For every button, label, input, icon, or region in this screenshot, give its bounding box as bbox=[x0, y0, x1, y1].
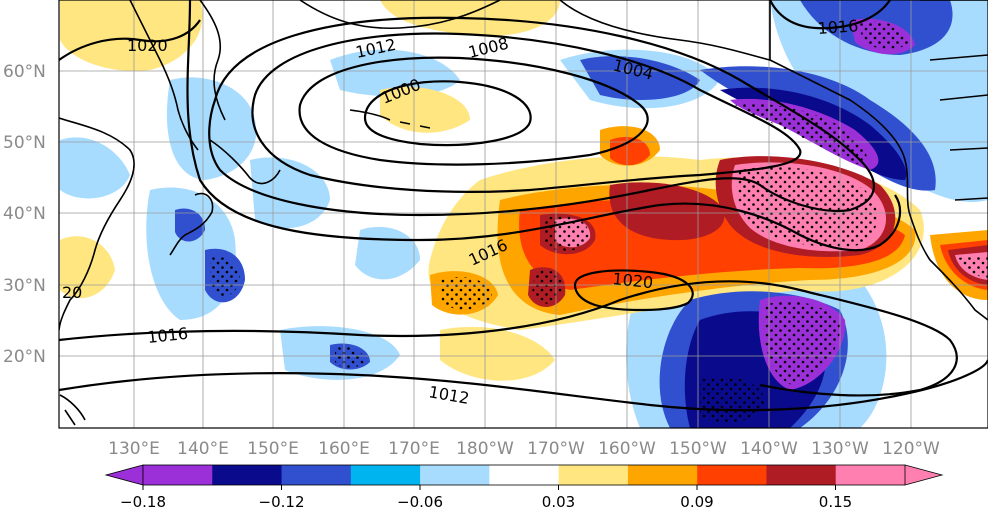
colorbar-extend-min bbox=[104, 464, 144, 486]
colorbar-tick-label: −0.06 bbox=[397, 493, 443, 511]
lat-label: 40°N bbox=[3, 204, 46, 224]
lon-label: 170°W bbox=[527, 439, 585, 459]
colorbar-segment bbox=[558, 465, 629, 485]
lon-label: 130°W bbox=[811, 439, 869, 459]
significance-stippling bbox=[210, 20, 988, 423]
lat-label: 50°N bbox=[3, 133, 46, 153]
map-frame bbox=[58, 0, 988, 429]
lon-label: 180°W bbox=[456, 439, 514, 459]
lon-label: 120°W bbox=[882, 439, 940, 459]
longitude-labels: 130°E 140°E 150°E 160°E 170°E 180°W 170°… bbox=[108, 439, 940, 459]
map-panel bbox=[59, 0, 988, 428]
lon-label: 140°E bbox=[177, 439, 229, 459]
lon-label: 170°E bbox=[388, 439, 440, 459]
colorbar-segment bbox=[212, 465, 283, 485]
colorbar-segment bbox=[281, 465, 352, 485]
colorbar: −0.18 −0.12 −0.06 0.03 0.09 0.15 bbox=[104, 464, 944, 511]
colorbar-extend-max bbox=[904, 464, 944, 486]
colorbar-tick-label: 0.09 bbox=[680, 493, 713, 511]
coastlines bbox=[59, 0, 988, 426]
lat-label: 30°N bbox=[3, 276, 46, 296]
contour-label: 1016 bbox=[817, 16, 859, 38]
lat-label: 20°N bbox=[3, 347, 46, 367]
lon-label: 150°E bbox=[247, 439, 299, 459]
colorbar-tick-label: 0.15 bbox=[819, 493, 852, 511]
contour-label: 1020 bbox=[127, 36, 168, 55]
lon-label: 160°W bbox=[598, 439, 656, 459]
colorbar-tick-label: 0.03 bbox=[542, 493, 575, 511]
latitude-labels: 60°N 50°N 40°N 30°N 20°N bbox=[3, 62, 46, 367]
colorbar-segment bbox=[627, 465, 698, 485]
lon-label: 130°E bbox=[108, 439, 160, 459]
contour-label: 20 bbox=[62, 283, 82, 302]
colorbar-segment bbox=[697, 465, 767, 485]
colorbar-segment bbox=[420, 465, 490, 485]
lon-label: 140°W bbox=[740, 439, 798, 459]
colorbar-tick-label: −0.18 bbox=[120, 493, 166, 511]
lon-label: 160°E bbox=[318, 439, 370, 459]
lat-label: 60°N bbox=[3, 62, 46, 82]
colorbar-frame bbox=[142, 464, 906, 486]
colorbar-segment bbox=[489, 465, 560, 485]
colorbar-segment bbox=[835, 465, 906, 485]
colorbar-tick-label: −0.12 bbox=[259, 493, 305, 511]
contour-label: 1020 bbox=[612, 269, 654, 292]
colorbar-segment bbox=[350, 465, 421, 485]
contour-label: 1016 bbox=[146, 324, 188, 347]
colorbar-segment bbox=[766, 465, 837, 485]
slp-contours bbox=[59, 0, 988, 412]
lon-label: 150°W bbox=[669, 439, 727, 459]
colorbar-segment bbox=[143, 465, 213, 485]
